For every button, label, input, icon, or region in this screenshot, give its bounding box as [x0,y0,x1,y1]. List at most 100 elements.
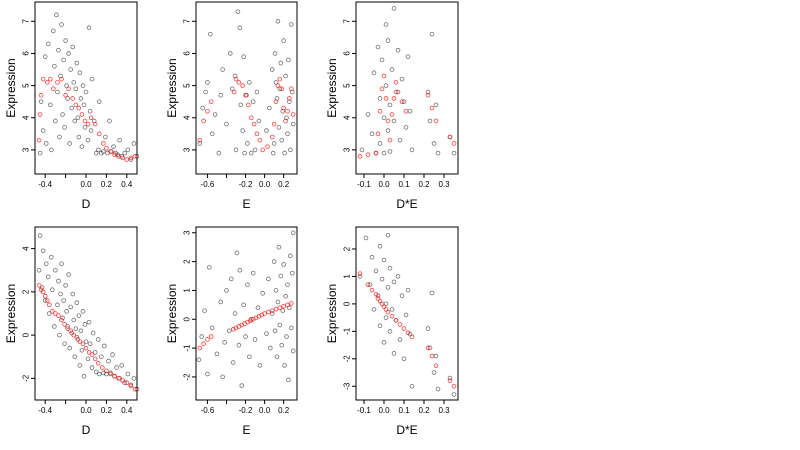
y-tick-label: 4 [343,115,352,120]
x-axis-label: D [82,423,91,437]
data-point-black [102,343,107,349]
data-point-black [236,342,242,348]
data-point-black [43,141,49,146]
data-point-black [447,375,453,381]
x-tick-label: -0.6 [201,406,215,415]
data-point-red [391,96,397,101]
data-point-red [132,154,138,159]
data-point-black [283,293,288,299]
data-point-red [208,334,214,339]
data-point-red [197,137,203,143]
data-point-black [53,118,58,124]
x-tick-label: -0.1 [357,406,371,415]
data-point-red [101,141,106,146]
data-point-black [393,89,399,95]
data-point-black [81,373,87,379]
data-point-black [101,370,106,376]
data-point-red [120,155,126,161]
data-point-black [76,134,82,140]
data-point-black [267,105,272,111]
x-tick-label: -0.1 [357,180,371,189]
x-axis-label: D*E [396,423,417,437]
data-point-black [69,105,75,111]
data-point-red [429,105,435,111]
data-point-black [290,121,296,127]
data-point-black [381,115,387,121]
data-point-red [285,302,290,308]
data-point-red [205,337,210,342]
data-point-red [116,154,121,159]
data-point-black [403,125,409,130]
data-point-black [266,276,271,282]
data-point-black [389,67,395,72]
data-point-black [409,383,415,389]
data-point-black [40,248,46,254]
y-tick-label: 3 [183,147,192,152]
data-point-black [289,270,295,276]
data-point-black [254,89,260,95]
data-point-black [60,315,65,321]
y-tick-label: 2 [183,259,192,264]
data-point-black [247,354,252,360]
data-point-red [403,109,409,114]
data-point-black [275,18,281,24]
data-point-red [377,109,383,114]
data-point-black [202,308,207,313]
data-point-black [75,115,81,121]
data-point-black [79,144,85,149]
data-point-black [220,374,225,380]
data-point-black [95,147,101,153]
data-point-red [83,345,89,351]
data-point-black [290,348,296,354]
data-point-red [275,83,281,88]
data-point-black [119,363,124,368]
data-point-black [286,377,291,383]
plot-frame [355,226,459,401]
data-point-red [40,76,46,82]
data-point-black [106,358,111,364]
y-tick-label: 2 [22,289,31,294]
data-point-black [56,47,61,53]
data-point-black [365,112,371,117]
data-point-black [45,274,51,280]
data-point-black [395,274,401,279]
data-point-black [42,298,48,303]
data-point-red [85,121,91,127]
data-point-black [62,125,67,130]
data-point-red [59,317,64,323]
data-point-red [373,291,379,297]
data-point-black [37,233,43,238]
data-point-black [71,317,77,323]
data-point-black [367,282,373,287]
data-point-black [403,312,409,318]
data-point-black [272,328,278,334]
data-point-red [387,137,393,143]
x-tick-label: 0.0 [378,406,390,415]
data-point-black [239,383,245,388]
data-point-black [451,392,457,397]
y-tick-label: 3 [343,147,352,152]
data-point-black [65,96,70,101]
data-point-black [381,257,387,263]
data-point-black [224,288,229,293]
data-point-black [385,128,391,133]
data-point-black [288,253,293,259]
data-point-black [49,254,54,260]
data-point-black [401,99,407,104]
data-point-red [395,89,401,95]
data-point-red [46,302,52,308]
data-point-black [50,287,55,293]
data-point-black [243,334,248,339]
panel-4: -0.4 0.0 0.2 0.4 -2 0 2 4 D Expression [4,226,140,437]
data-point-black [63,283,68,288]
y-tick-label: 6 [343,51,352,56]
data-point-black [381,150,387,156]
data-point-black [37,150,43,156]
x-axis-label: D*E [396,197,417,211]
data-point-black [59,261,64,267]
data-point-black [379,276,385,282]
data-point-black [86,319,92,325]
y-tick-label: 2 [343,246,352,251]
x-tick-label: 0.4 [121,406,133,415]
data-point-black [383,315,389,320]
